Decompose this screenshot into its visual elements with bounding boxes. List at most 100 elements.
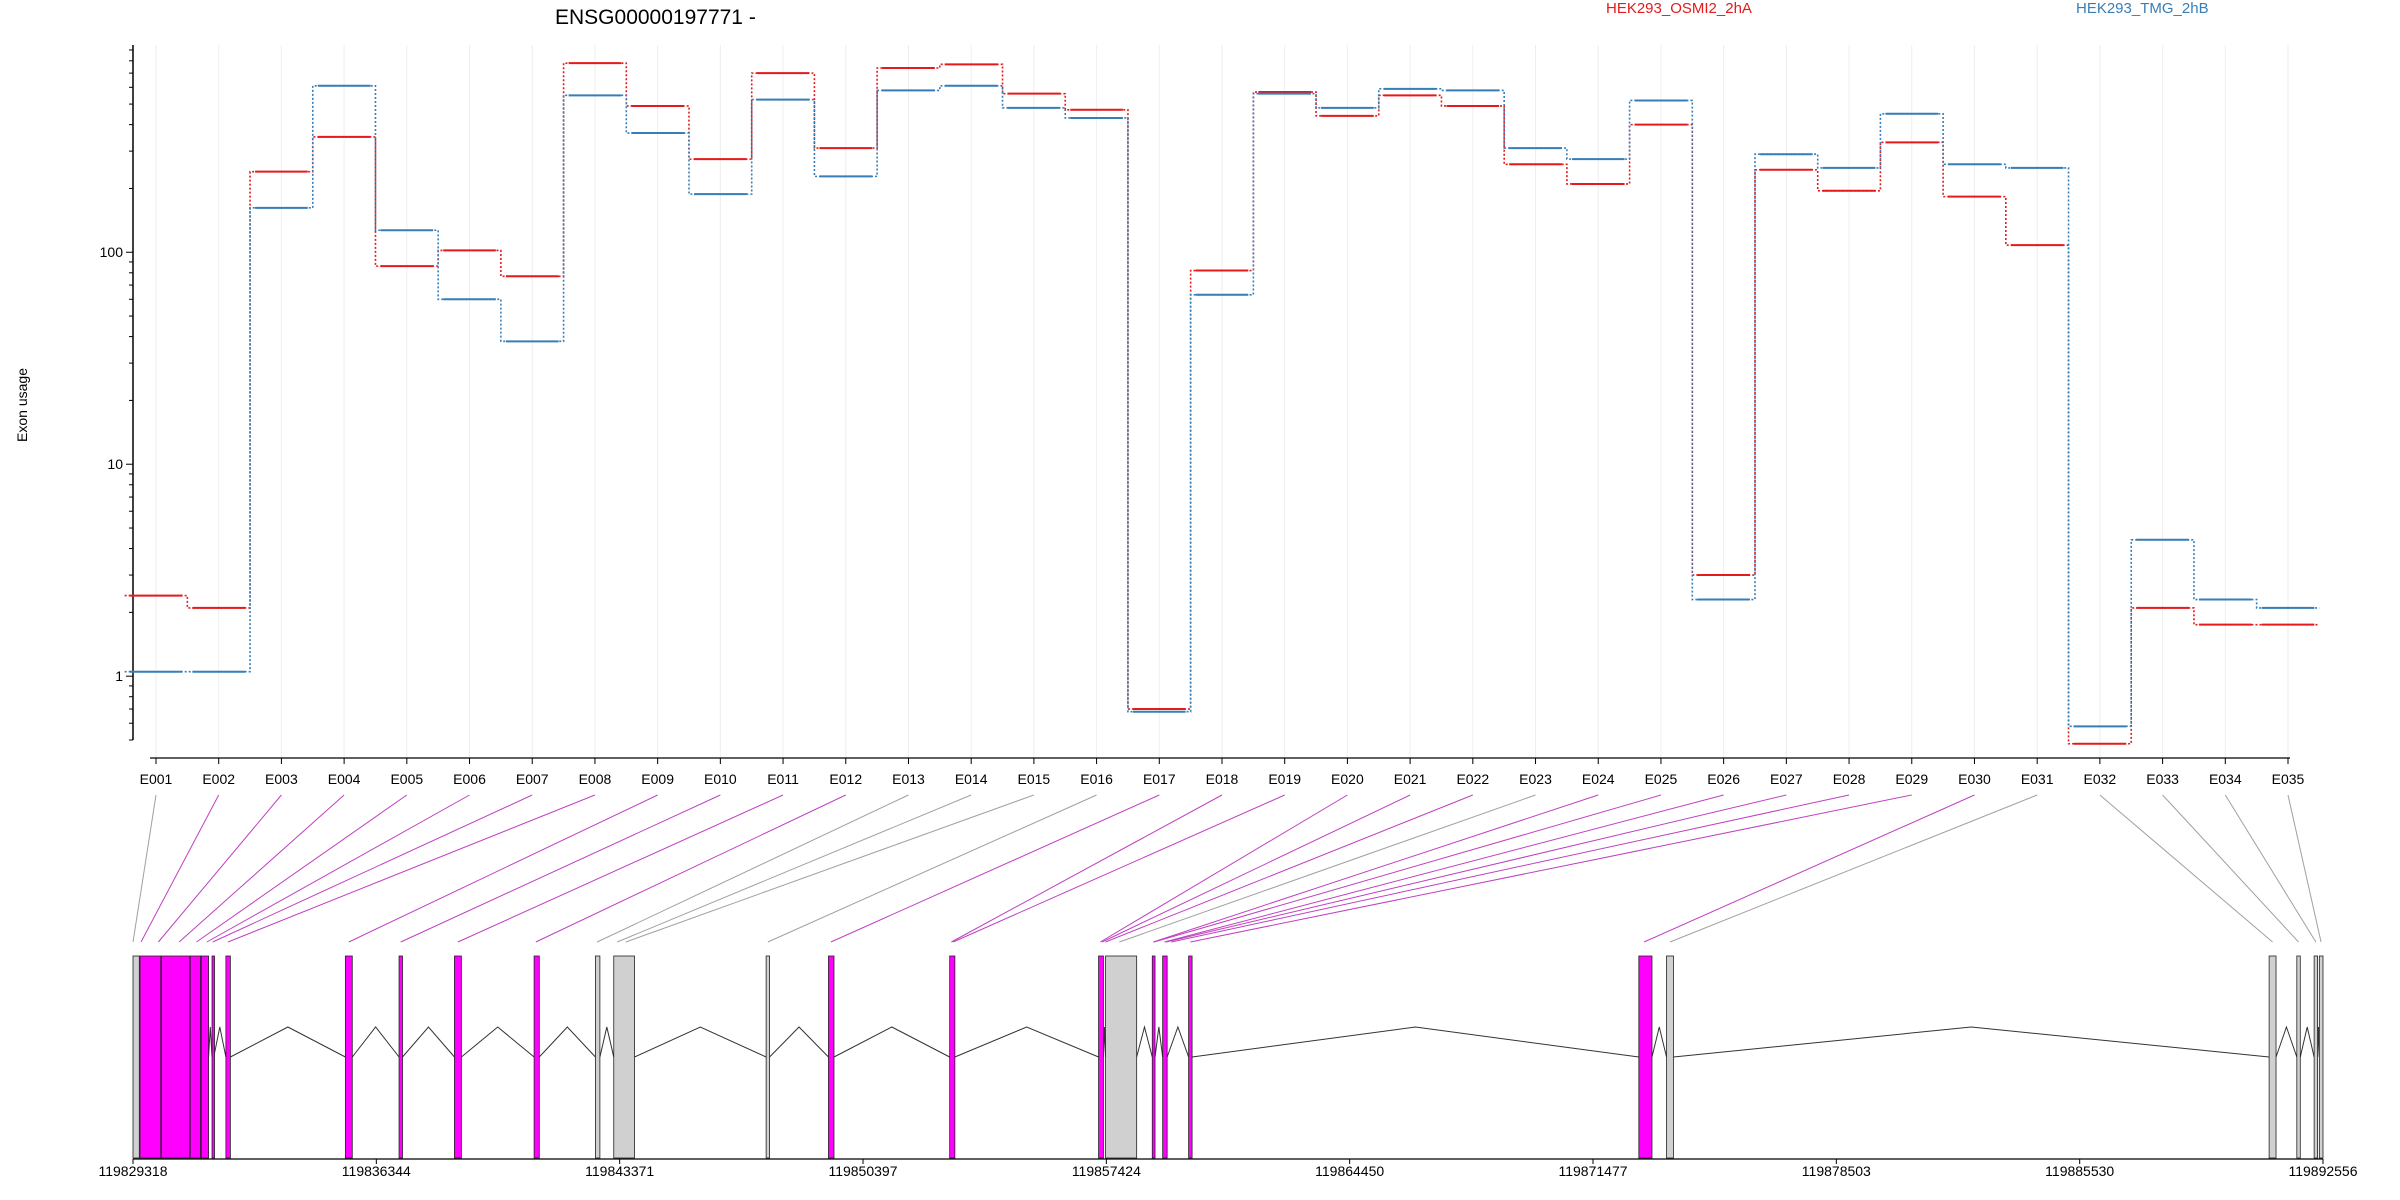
genomic-tick-label: 119878503 xyxy=(1802,1163,1871,1179)
intron-line xyxy=(833,1026,950,1058)
intron-line xyxy=(351,1026,400,1058)
series-layer xyxy=(124,62,2320,745)
exon-box xyxy=(200,955,209,1159)
series-2 xyxy=(124,84,2320,728)
exon-connector xyxy=(625,794,1035,943)
exon-box xyxy=(594,955,601,1159)
intron-line xyxy=(1154,1026,1164,1058)
x-tick-label: E027 xyxy=(1770,771,1803,787)
exon-connector xyxy=(1164,794,1724,943)
genomic-tick-label: 119871477 xyxy=(1558,1163,1627,1179)
exon-connector xyxy=(617,794,972,943)
intron-line xyxy=(599,1026,615,1058)
intron-line xyxy=(634,1026,767,1058)
exon-connector xyxy=(2099,794,2273,943)
x-tick-label: E012 xyxy=(829,771,862,787)
x-tick-label: E028 xyxy=(1833,771,1866,787)
x-tick-label: E007 xyxy=(516,771,549,787)
genomic-tick-label: 119864450 xyxy=(1315,1163,1384,1179)
y-tick-label: 10 xyxy=(107,456,123,472)
exon-connector xyxy=(951,794,1223,943)
x-tick-label: E031 xyxy=(2021,771,2054,787)
x-tick-label: E029 xyxy=(1895,771,1928,787)
series-1 xyxy=(124,62,2320,745)
exon-box xyxy=(161,955,190,1159)
x-tick-label: E026 xyxy=(1707,771,1740,787)
exon-connector xyxy=(1105,794,1474,943)
exon-connector xyxy=(140,794,220,943)
exon-connector xyxy=(1153,794,1662,943)
legend-series-1: HEK293_OSMI2_2hA xyxy=(1606,0,1752,17)
y-tick-label: 1 xyxy=(115,668,123,684)
exon-connector xyxy=(1119,794,1536,943)
exon-connector xyxy=(400,794,721,943)
exon-connector xyxy=(2162,794,2299,943)
x-tick-label: E018 xyxy=(1206,771,1239,787)
gene-model xyxy=(132,955,2324,1159)
exon-connector xyxy=(227,794,596,943)
x-tick-label: E019 xyxy=(1268,771,1301,787)
intron-line xyxy=(2275,1025,2298,1058)
y-axis-label: Exon usage xyxy=(14,368,30,442)
intron-line xyxy=(1136,1025,1153,1058)
exon-connector xyxy=(1669,794,2038,943)
x-tick-label: E022 xyxy=(1456,771,1489,787)
exon-connector xyxy=(767,794,1097,943)
chart-title: ENSG00000197771 - xyxy=(555,6,756,29)
x-tick-label: E015 xyxy=(1018,771,1051,787)
exon-box xyxy=(1638,955,1653,1159)
exon-box xyxy=(765,955,770,1159)
intron-line xyxy=(402,1026,455,1058)
exon-box xyxy=(1162,955,1168,1159)
x-tick-label: E023 xyxy=(1519,771,1552,787)
x-tick-label: E034 xyxy=(2209,771,2242,787)
exon-box xyxy=(189,955,201,1159)
y-tick-label: 100 xyxy=(100,244,124,260)
exon-connector xyxy=(1165,794,1787,943)
exon-connector xyxy=(1100,794,1348,943)
x-tick-label: E016 xyxy=(1080,771,1113,787)
x-tick-label: E001 xyxy=(140,771,173,787)
exon-box xyxy=(454,955,462,1159)
exon-connector xyxy=(132,794,157,943)
intron-line xyxy=(1166,1025,1190,1058)
exon-connector xyxy=(348,794,658,943)
exon-box xyxy=(1188,955,1193,1159)
exon-box xyxy=(613,955,635,1159)
exon-connector xyxy=(1101,794,1411,943)
intron-line xyxy=(1192,1026,1639,1058)
x-tick-label: E014 xyxy=(955,771,988,787)
intron-line xyxy=(1651,1026,1668,1058)
x-tick-label: E020 xyxy=(1331,771,1364,787)
x-tick-label: E035 xyxy=(2272,771,2305,787)
x-tick-label: E032 xyxy=(2084,771,2117,787)
exon-connector xyxy=(206,794,470,943)
genomic-tick-label: 119857424 xyxy=(1072,1163,1141,1179)
intron-line xyxy=(2299,1026,2315,1058)
x-tick-label: E021 xyxy=(1394,771,1427,787)
exon-connector xyxy=(596,794,909,943)
exon-box xyxy=(211,955,215,1159)
intron-line xyxy=(769,1026,829,1058)
intron-line xyxy=(461,1026,535,1058)
genomic-tick-label: 119843371 xyxy=(585,1163,654,1179)
x-tick-label: E025 xyxy=(1645,771,1678,787)
exon-connector xyxy=(952,794,1285,943)
genomic-axis: 119829318 119836344 119843371 119850397 1198… xyxy=(98,1158,2358,1179)
x-tick-label: E030 xyxy=(1958,771,1991,787)
exon-box xyxy=(398,955,403,1159)
intron-line xyxy=(213,1026,227,1058)
x-tick-label: E024 xyxy=(1582,771,1615,787)
exon-box xyxy=(533,955,540,1159)
genomic-tick-label: 119850397 xyxy=(828,1163,897,1179)
x-tick-label: E017 xyxy=(1143,771,1176,787)
intron-line xyxy=(538,1026,596,1058)
x-tick-label: E010 xyxy=(704,771,737,787)
legend-series-2: HEK293_TMG_2hB xyxy=(2076,0,2209,17)
exon-box xyxy=(344,955,353,1159)
intron-line xyxy=(230,1026,346,1058)
exon-connector xyxy=(2224,794,2317,943)
exon-box xyxy=(1666,955,1674,1159)
x-tick-label: E011 xyxy=(767,771,799,787)
